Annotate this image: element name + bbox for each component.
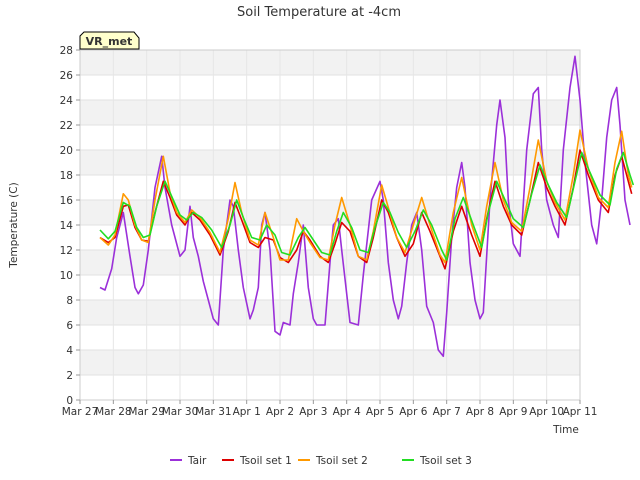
legend-label-tsoil-set-3: Tsoil set 3 bbox=[419, 455, 472, 467]
legend: Tair Tsoil set 1 Tsoil set 2 Tsoil set 3 bbox=[170, 455, 472, 467]
y-tick-label: 18 bbox=[60, 170, 73, 182]
x-tick-label: Apr 1 bbox=[233, 406, 261, 418]
x-tick-label: Apr 5 bbox=[366, 406, 394, 418]
station-label-background bbox=[79, 31, 140, 50]
x-tick-label: Mar 31 bbox=[195, 406, 232, 418]
station-label-box: VR_met bbox=[79, 31, 140, 50]
station-label: VR_met bbox=[86, 35, 133, 48]
y-tick-label: 24 bbox=[60, 95, 74, 107]
series-line-tsoil-set-2 bbox=[99, 129, 633, 264]
y-tick-label: 20 bbox=[60, 145, 73, 157]
x-axis-label: Time bbox=[552, 424, 579, 436]
x-tick-label: Apr 4 bbox=[333, 406, 362, 418]
x-tick-label: Apr 3 bbox=[299, 406, 327, 418]
y-tick-label: 22 bbox=[60, 120, 73, 132]
chart-title: Soil Temperature at -4cm bbox=[237, 5, 401, 20]
legend-label-tsoil-set-1: Tsoil set 1 bbox=[239, 455, 292, 467]
y-tick-label: 8 bbox=[66, 295, 73, 307]
y-tick-label: 4 bbox=[66, 345, 73, 357]
series-line-tsoil-set-3 bbox=[99, 151, 635, 261]
grid-band bbox=[80, 225, 580, 250]
grid-band bbox=[80, 100, 580, 125]
y-tick-label: 2 bbox=[66, 370, 73, 382]
grid-band bbox=[80, 150, 580, 175]
grid-band bbox=[80, 325, 580, 350]
x-tick-label: Mar 29 bbox=[128, 406, 165, 418]
legend-label-tair: Tair bbox=[187, 455, 207, 467]
x-tick-label: Apr 2 bbox=[266, 406, 294, 418]
grid-band bbox=[80, 75, 580, 100]
y-tick-label: 0 bbox=[66, 395, 73, 407]
y-tick-label: 16 bbox=[60, 195, 74, 207]
x-tick-label: Apr 11 bbox=[563, 406, 598, 418]
grid-band bbox=[80, 50, 580, 75]
y-tick-label: 14 bbox=[60, 220, 74, 232]
y-tick-label: 28 bbox=[60, 45, 73, 57]
y-tick-label: 6 bbox=[66, 320, 73, 332]
y-tick-label: 26 bbox=[60, 70, 74, 82]
x-tick-label: Apr 8 bbox=[466, 406, 494, 418]
grid-band bbox=[80, 275, 580, 300]
grid-band bbox=[80, 350, 580, 375]
x-tick-label: Apr 7 bbox=[433, 406, 461, 418]
legend-label-tsoil-set-2: Tsoil set 2 bbox=[315, 455, 368, 467]
x-tick-label: Mar 30 bbox=[162, 406, 199, 418]
y-tick-label: 12 bbox=[60, 245, 73, 257]
x-tick-label: Apr 9 bbox=[499, 406, 527, 418]
series-layer bbox=[99, 55, 635, 358]
x-tick-label: Mar 28 bbox=[95, 406, 132, 418]
series-line-tair bbox=[99, 55, 631, 358]
grid-band bbox=[80, 200, 580, 225]
x-tick-label: Apr 6 bbox=[399, 406, 428, 418]
y-tick-label: 10 bbox=[60, 270, 73, 282]
grid-band bbox=[80, 300, 580, 325]
y-axis-label: Temperature (C) bbox=[8, 182, 20, 268]
x-tick-label: Mar 27 bbox=[62, 406, 99, 418]
grid-band bbox=[80, 375, 580, 400]
x-tick-label: Apr 10 bbox=[529, 406, 564, 418]
